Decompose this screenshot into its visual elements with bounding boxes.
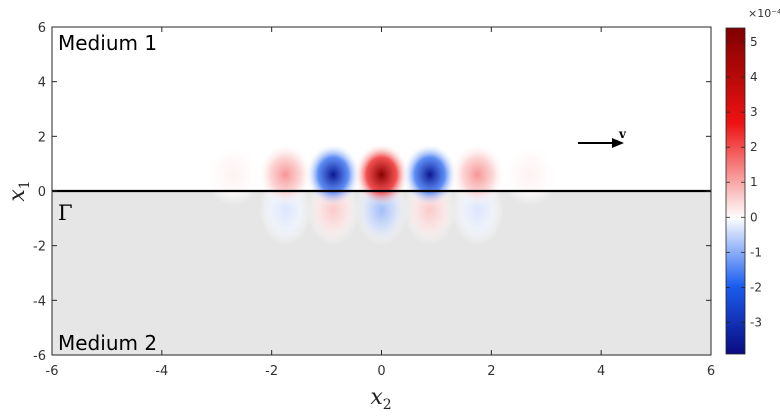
- field-lobe-upper: [354, 143, 409, 207]
- field-lobe-upper: [502, 143, 558, 207]
- x-tick-label: -2: [265, 364, 278, 379]
- field-lobe-upper: [205, 143, 261, 207]
- colorbar-ticks: 5 4 3 2 1 0 -1 -2 -3: [726, 35, 762, 329]
- field-lobe-upper: [257, 143, 313, 207]
- x-axis-ticks: -6 -4 -2 0 2 4 6: [46, 27, 715, 379]
- x-axis-label: x2: [370, 385, 391, 412]
- y-tick-label: 6: [38, 21, 46, 36]
- y-axis-label: x1: [5, 180, 33, 201]
- x-tick-label: 2: [487, 364, 495, 379]
- colorbar: 5 4 3 2 1 0 -1 -2 -3 ×10⁻⁴: [725, 7, 780, 355]
- y-tick-label: -2: [33, 240, 46, 255]
- colorbar-tick-label: 2: [750, 140, 758, 154]
- colorbar-tick-label: -2: [750, 280, 762, 294]
- colorbar-tick-label: 1: [750, 175, 758, 189]
- y-tick-label: 4: [38, 76, 46, 91]
- colorbar-tick-label: -1: [750, 245, 762, 259]
- interface-gamma-label: Γ: [58, 201, 73, 225]
- medium-1-label: Medium 1: [58, 31, 157, 55]
- x-tick-label: 0: [377, 364, 385, 379]
- x-tick-label: 4: [597, 364, 605, 379]
- y-tick-label: 0: [38, 185, 46, 200]
- colorbar-tick-label: -3: [750, 315, 762, 329]
- velocity-label: v: [618, 127, 627, 141]
- y-tick-label: -6: [33, 349, 46, 364]
- colorbar-tick-label: 4: [750, 70, 758, 84]
- colorbar-exponent: ×10⁻⁴: [748, 7, 780, 20]
- velocity-arrow: [578, 138, 624, 148]
- colorbar-tick-label: 3: [750, 105, 758, 119]
- field-lobe-upper: [450, 143, 506, 207]
- field-lobe-upper: [305, 143, 361, 207]
- colorbar-gradient: [725, 27, 746, 355]
- x-tick-label: 6: [707, 364, 715, 379]
- x-tick-label: -4: [155, 364, 168, 379]
- field-lobe-upper: [402, 143, 458, 207]
- colorbar-tick-label: 0: [750, 210, 758, 224]
- plot-area: [51, 26, 712, 356]
- colorbar-tick-label: 5: [750, 35, 758, 49]
- y-tick-label: -4: [33, 294, 46, 309]
- y-axis-ticks: 6 4 2 0 -2 -4 -6: [33, 21, 711, 364]
- x-tick-label: -6: [46, 364, 59, 379]
- medium-2-label: Medium 2: [58, 331, 157, 355]
- y-tick-label: 2: [38, 130, 46, 145]
